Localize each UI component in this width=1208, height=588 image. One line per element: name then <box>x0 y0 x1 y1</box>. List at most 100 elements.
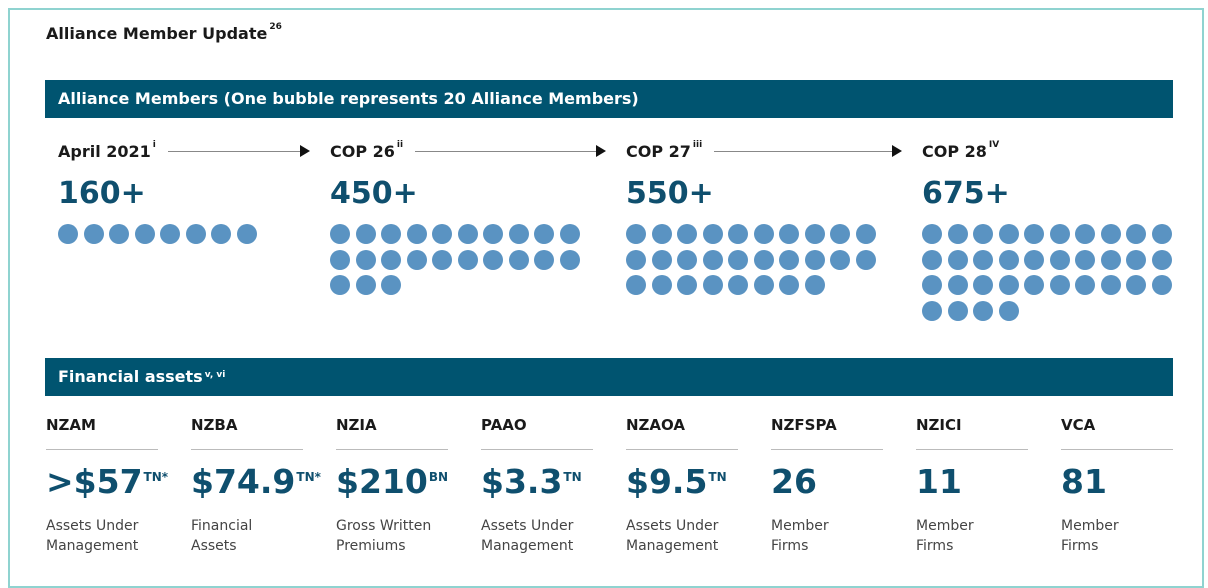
bubble <box>804 249 825 270</box>
bubble <box>355 275 376 295</box>
bubble <box>626 275 646 295</box>
milestone-name: COP 26 <box>330 142 395 161</box>
asset-value: $3.3TN <box>481 462 582 501</box>
financial-note: v, vi <box>204 370 226 380</box>
bubble <box>651 249 672 270</box>
bubble <box>1075 249 1095 270</box>
bubble <box>508 224 529 244</box>
asset-desc-line: Management <box>626 538 719 554</box>
bubble <box>973 275 993 295</box>
bubble <box>753 275 774 295</box>
asset-desc: Member Firms <box>771 516 829 556</box>
asset-desc-line: Management <box>46 538 139 554</box>
asset-value: $9.5TN <box>626 462 727 501</box>
bubble <box>728 249 748 270</box>
asset-amount: $3.3 <box>481 462 563 501</box>
asset-desc: Assets Under Management <box>481 516 573 556</box>
bubble <box>1075 275 1095 295</box>
asset-unit: TN* <box>143 470 169 484</box>
milestone-label: COP 27 iii <box>626 140 702 161</box>
bubble <box>381 249 401 270</box>
bubble <box>432 224 452 244</box>
asset-name: PAAO <box>481 416 527 434</box>
bubble <box>1024 275 1044 295</box>
milestone-label: COP 28 IV <box>922 140 1000 161</box>
bubble <box>406 249 427 270</box>
asset-amount: $210 <box>336 462 428 501</box>
bubble <box>855 224 876 244</box>
asset-desc-line: Assets Under <box>626 518 719 534</box>
bubble <box>1024 224 1044 244</box>
bubble <box>998 224 1019 244</box>
bubble <box>922 249 942 270</box>
bubble <box>677 275 697 295</box>
bubble <box>1151 249 1172 270</box>
asset-desc: Gross Written Premiums <box>336 516 431 556</box>
asset-name: NZBA <box>191 416 238 434</box>
asset-rule <box>626 449 738 450</box>
bubble <box>483 224 503 244</box>
bubble <box>830 249 850 270</box>
asset-desc-line: Member <box>1061 518 1119 534</box>
asset-amount: 26 <box>771 462 817 501</box>
bubble <box>134 224 155 244</box>
bubble <box>728 224 748 244</box>
bubble <box>651 224 672 244</box>
bubble <box>211 224 231 244</box>
asset-amount: $74.9 <box>191 462 296 501</box>
bubble <box>753 224 774 244</box>
bubble <box>677 224 697 244</box>
milestone-name: COP 28 <box>922 142 987 161</box>
bubble <box>58 224 78 244</box>
financial-heading: Financial assets <box>58 367 203 386</box>
milestone-note: IV <box>988 140 1000 150</box>
bubble <box>947 300 968 321</box>
asset-rule <box>46 449 158 450</box>
bubbles <box>626 224 886 324</box>
bubble <box>236 224 257 244</box>
bubble <box>753 249 774 270</box>
milestone-value: 160+ <box>58 176 146 211</box>
asset-desc-line: Firms <box>771 538 809 554</box>
asset-value: 81 <box>1061 462 1107 501</box>
asset-value: $210BN <box>336 462 448 501</box>
asset-rule <box>771 449 883 450</box>
asset-unit: TN* <box>296 470 321 484</box>
bubble <box>534 224 554 244</box>
bubble <box>651 275 672 295</box>
bubble <box>973 300 993 321</box>
asset-desc-line: Assets Under <box>46 518 139 534</box>
asset-desc-line: Assets Under <box>481 518 574 534</box>
bubble <box>1049 224 1070 244</box>
milestone-value: 675+ <box>922 176 1010 211</box>
asset-value: >$57TN* <box>46 462 168 501</box>
title: Alliance Member Update 26 <box>46 22 282 43</box>
bubble <box>947 224 968 244</box>
bubble <box>508 249 529 270</box>
bubble <box>998 249 1019 270</box>
asset-amount: $9.5 <box>626 462 708 501</box>
asset-name: NZIA <box>336 416 377 434</box>
asset-value: 11 <box>916 462 962 501</box>
bubble <box>1024 249 1044 270</box>
bubble <box>559 249 580 270</box>
asset-amount: >$57 <box>46 462 143 501</box>
bubble <box>1126 224 1146 244</box>
arrow <box>415 145 606 157</box>
bubble <box>947 275 968 295</box>
financial-banner: Financial assets v, vi <box>45 358 1173 396</box>
asset-name: NZAM <box>46 416 96 434</box>
bubble <box>1151 224 1172 244</box>
asset-name: NZFSPA <box>771 416 837 434</box>
bubble <box>779 249 799 270</box>
bubble <box>779 224 799 244</box>
asset-rule <box>336 449 448 450</box>
asset-name: NZAOA <box>626 416 685 434</box>
bubble <box>185 224 206 244</box>
bubble <box>457 249 478 270</box>
asset-name: VCA <box>1061 416 1096 434</box>
bubble <box>559 224 580 244</box>
milestone-note: ii <box>396 140 404 150</box>
bubble <box>626 224 646 244</box>
